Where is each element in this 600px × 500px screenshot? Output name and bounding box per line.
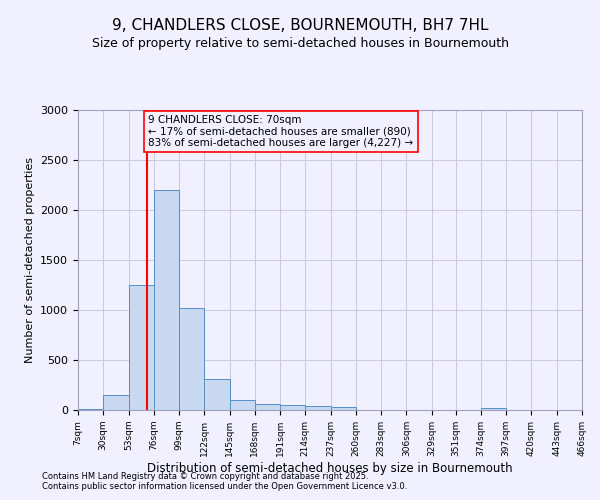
Text: 9 CHANDLERS CLOSE: 70sqm
← 17% of semi-detached houses are smaller (890)
83% of : 9 CHANDLERS CLOSE: 70sqm ← 17% of semi-d…	[148, 115, 413, 148]
Bar	[204, 379, 230, 410]
Bar	[331, 407, 356, 410]
Bar	[481, 408, 506, 410]
Text: Contains HM Land Registry data © Crown copyright and database right 2025.: Contains HM Land Registry data © Crown c…	[42, 472, 368, 481]
Text: 9, CHANDLERS CLOSE, BOURNEMOUTH, BH7 7HL: 9, CHANDLERS CLOSE, BOURNEMOUTH, BH7 7HL	[112, 18, 488, 32]
Bar	[154, 190, 179, 410]
Bar	[78, 409, 103, 410]
Y-axis label: Number of semi-detached properties: Number of semi-detached properties	[25, 157, 35, 363]
Text: Contains public sector information licensed under the Open Government Licence v3: Contains public sector information licen…	[42, 482, 407, 491]
Bar	[179, 308, 204, 410]
Bar	[255, 404, 280, 410]
Bar	[230, 400, 255, 410]
Bar	[280, 404, 305, 410]
Bar	[128, 285, 154, 410]
Text: Size of property relative to semi-detached houses in Bournemouth: Size of property relative to semi-detach…	[91, 38, 509, 51]
Bar	[305, 406, 331, 410]
X-axis label: Distribution of semi-detached houses by size in Bournemouth: Distribution of semi-detached houses by …	[147, 462, 513, 474]
Bar	[103, 395, 128, 410]
